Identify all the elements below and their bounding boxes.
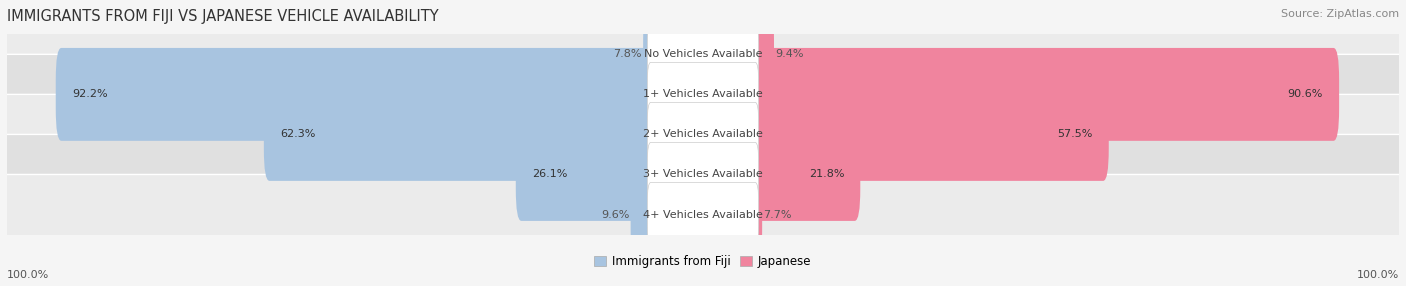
Text: 2+ Vehicles Available: 2+ Vehicles Available [643,130,763,139]
Text: Source: ZipAtlas.com: Source: ZipAtlas.com [1281,9,1399,19]
Text: 7.8%: 7.8% [613,49,641,59]
Text: 9.4%: 9.4% [775,49,804,59]
Text: 9.6%: 9.6% [600,210,630,219]
FancyBboxPatch shape [4,14,1402,94]
FancyBboxPatch shape [647,102,759,166]
FancyBboxPatch shape [264,88,709,181]
Text: 57.5%: 57.5% [1057,130,1092,139]
FancyBboxPatch shape [697,48,1339,141]
FancyBboxPatch shape [647,22,759,86]
Text: 7.7%: 7.7% [763,210,792,219]
Text: 3+ Vehicles Available: 3+ Vehicles Available [643,170,763,179]
Text: 90.6%: 90.6% [1288,90,1323,99]
FancyBboxPatch shape [647,62,759,126]
FancyBboxPatch shape [697,168,762,261]
Text: 4+ Vehicles Available: 4+ Vehicles Available [643,210,763,219]
Text: 100.0%: 100.0% [7,270,49,280]
FancyBboxPatch shape [4,54,1402,134]
Text: 92.2%: 92.2% [72,90,107,99]
FancyBboxPatch shape [647,142,759,206]
FancyBboxPatch shape [516,128,709,221]
FancyBboxPatch shape [647,182,759,247]
FancyBboxPatch shape [697,88,1109,181]
FancyBboxPatch shape [4,174,1402,255]
Text: 62.3%: 62.3% [280,130,315,139]
FancyBboxPatch shape [643,8,709,101]
Text: 1+ Vehicles Available: 1+ Vehicles Available [643,90,763,99]
FancyBboxPatch shape [697,8,773,101]
Text: No Vehicles Available: No Vehicles Available [644,49,762,59]
Text: 26.1%: 26.1% [531,170,567,179]
FancyBboxPatch shape [4,94,1402,174]
Text: 21.8%: 21.8% [808,170,844,179]
FancyBboxPatch shape [4,134,1402,214]
Text: 100.0%: 100.0% [1357,270,1399,280]
FancyBboxPatch shape [56,48,709,141]
FancyBboxPatch shape [697,128,860,221]
FancyBboxPatch shape [631,168,709,261]
Text: IMMIGRANTS FROM FIJI VS JAPANESE VEHICLE AVAILABILITY: IMMIGRANTS FROM FIJI VS JAPANESE VEHICLE… [7,9,439,23]
Legend: Immigrants from Fiji, Japanese: Immigrants from Fiji, Japanese [589,250,817,273]
